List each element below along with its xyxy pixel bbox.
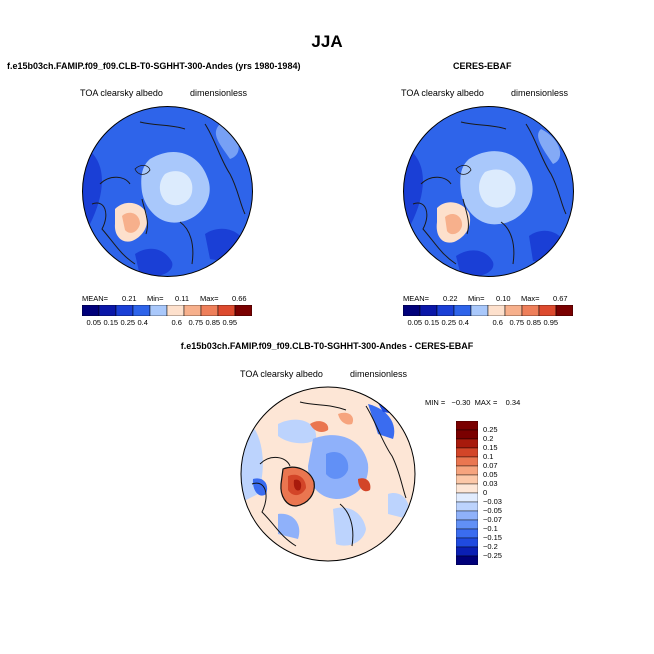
panel-1-title: f.e15b03ch.FAMIP.f09_f09.CLB-T0-SGHHT-30… xyxy=(7,61,301,71)
panel-2-mean-value: 0.22 xyxy=(443,294,458,303)
colorbar-tick-label: 0.6 xyxy=(492,318,503,327)
diff-colorbar-tick-label: −0.15 xyxy=(483,533,502,542)
diff-colorbar-swatch xyxy=(456,474,478,485)
colorbar-swatch xyxy=(453,305,472,316)
diff-colorbar-tick-label: 0.15 xyxy=(483,443,498,452)
colorbar-tick-label: 0.25 xyxy=(441,318,457,327)
diff-colorbar-swatch xyxy=(456,438,478,449)
colorbar-swatch xyxy=(115,305,134,316)
colorbar-swatch xyxy=(487,305,506,316)
diff-colorbar-swatch xyxy=(456,546,478,557)
panel-1-colorbar xyxy=(82,305,252,316)
diff-colorbar-tick-label: 0.1 xyxy=(483,452,494,461)
diff-panel-variable: TOA clearsky albedo xyxy=(240,369,323,379)
diff-panel-map xyxy=(240,386,416,562)
panel-2-variable: TOA clearsky albedo xyxy=(401,88,484,98)
colorbar-tick-label: 0.95 xyxy=(543,318,559,327)
colorbar-swatch xyxy=(538,305,557,316)
diff-colorbar-tick-label: 0.05 xyxy=(483,470,498,479)
colorbar-swatch xyxy=(555,305,573,316)
diff-colorbar-swatch xyxy=(456,537,478,548)
diff-colorbar-tick-label: 0.07 xyxy=(483,461,498,470)
colorbar-swatch xyxy=(149,305,168,316)
colorbar-tick-label: 0.6 xyxy=(171,318,182,327)
diff-colorbar-tick-label: −0.03 xyxy=(483,497,502,506)
panel-1-variable: TOA clearsky albedo xyxy=(80,88,163,98)
diff-colorbar-tick-label: 0.03 xyxy=(483,479,498,488)
colorbar-tick-label: 0.95 xyxy=(222,318,238,327)
diff-colorbar-swatch xyxy=(456,492,478,503)
colorbar-tick-label: 0.75 xyxy=(188,318,204,327)
panel-1-colorbar-ticks: 0.05 0.15 0.25 0.4 0.6 0.75 0.85 0.95 xyxy=(82,318,252,328)
diff-colorbar-swatch xyxy=(456,429,478,440)
panel-1-max-value: 0.66 xyxy=(232,294,247,303)
colorbar-swatch xyxy=(234,305,252,316)
panel-1-mean-label: MEAN= xyxy=(82,294,109,303)
panel-2-min-label: Min= xyxy=(468,294,485,303)
diff-colorbar xyxy=(456,421,478,565)
diff-colorbar-tick-label: −0.05 xyxy=(483,506,502,515)
panel-2-title: CERES-EBAF xyxy=(453,61,512,71)
colorbar-tick-label: 0.4 xyxy=(458,318,469,327)
diff-colorbar-swatch xyxy=(456,421,478,431)
colorbar-swatch xyxy=(82,305,100,316)
diff-colorbar-tick-label: −0.1 xyxy=(483,524,498,533)
colorbar-swatch xyxy=(217,305,236,316)
colorbar-tick-label: 0.85 xyxy=(205,318,221,327)
diff-colorbar-swatch xyxy=(456,555,478,565)
colorbar-swatch xyxy=(166,305,185,316)
diff-colorbar-tick-label: −0.07 xyxy=(483,515,502,524)
panel-1-max-label: Max= xyxy=(200,294,219,303)
colorbar-swatch xyxy=(436,305,455,316)
colorbar-swatch xyxy=(132,305,151,316)
colorbar-tick-label: 0.4 xyxy=(137,318,148,327)
panel-2-max-value: 0.67 xyxy=(553,294,568,303)
colorbar-swatch xyxy=(200,305,219,316)
panel-2-max-label: Max= xyxy=(521,294,540,303)
diff-colorbar-swatch xyxy=(456,510,478,521)
diff-colorbar-swatch xyxy=(456,465,478,476)
colorbar-swatch xyxy=(504,305,523,316)
colorbar-tick-label: 0.15 xyxy=(103,318,119,327)
diff-panel-title: f.e15b03ch.FAMIP.f09_f09.CLB-T0-SGHHT-30… xyxy=(180,341,474,351)
diff-colorbar-swatch xyxy=(456,528,478,539)
colorbar-tick-label: 0.25 xyxy=(120,318,136,327)
diff-colorbar-tick-label: −0.25 xyxy=(483,551,502,560)
diff-colorbar-swatch xyxy=(456,456,478,467)
colorbar-swatch xyxy=(521,305,540,316)
panel-2-mean-label: MEAN= xyxy=(403,294,430,303)
diff-colorbar-swatch xyxy=(456,483,478,494)
diff-panel-minmax: MIN = −0.30 MAX = 0.34 xyxy=(425,398,521,407)
diff-colorbar-labels: 0.25 0.2 0.15 0.1 0.07 0.05 0.03 0 −0.03 −0.05 −0.… xyxy=(483,421,533,565)
colorbar-tick-label: 0.05 xyxy=(407,318,423,327)
panel-1-mean-value: 0.21 xyxy=(122,294,137,303)
diff-colorbar-tick-label: −0.2 xyxy=(483,542,498,551)
panel-1-map xyxy=(82,106,253,277)
colorbar-tick-label: 0.05 xyxy=(86,318,102,327)
panel-2-min-value: 0.10 xyxy=(496,294,511,303)
diff-colorbar-tick-label: 0 xyxy=(483,488,488,497)
colorbar-tick-label: 0.85 xyxy=(526,318,542,327)
diff-colorbar-tick-label: 0.2 xyxy=(483,434,494,443)
colorbar-swatch xyxy=(98,305,117,316)
colorbar-swatch xyxy=(470,305,489,316)
colorbar-tick-label: 0.15 xyxy=(424,318,440,327)
panel-1-units: dimensionless xyxy=(190,88,248,98)
diff-colorbar-swatch xyxy=(456,519,478,530)
panel-2-map xyxy=(403,106,574,277)
panel-2-units: dimensionless xyxy=(511,88,569,98)
diff-panel-units: dimensionless xyxy=(350,369,408,379)
page-title: JJA xyxy=(311,32,343,51)
panel-1-min-value: 0.11 xyxy=(175,294,190,303)
panel-2-colorbar xyxy=(403,305,573,316)
colorbar-swatch xyxy=(403,305,421,316)
colorbar-swatch xyxy=(183,305,202,316)
colorbar-tick-label: 0.75 xyxy=(509,318,525,327)
diff-colorbar-swatch xyxy=(456,501,478,512)
panel-2-colorbar-ticks: 0.05 0.15 0.25 0.4 0.6 0.75 0.85 0.95 xyxy=(403,318,573,328)
colorbar-swatch xyxy=(419,305,438,316)
panel-1-min-label: Min= xyxy=(147,294,164,303)
diff-colorbar-tick-label: 0.25 xyxy=(483,425,498,434)
diff-colorbar-swatch xyxy=(456,447,478,458)
